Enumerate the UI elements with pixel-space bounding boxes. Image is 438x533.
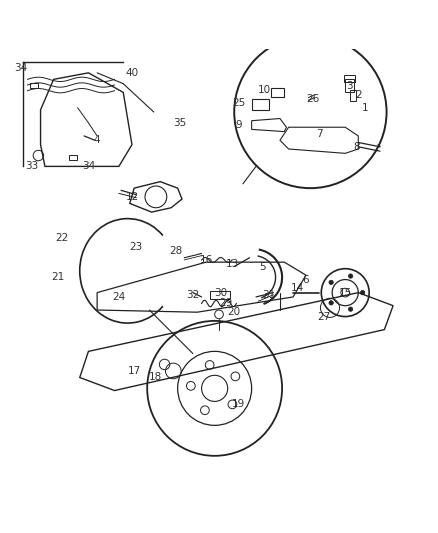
Text: 30: 30 xyxy=(215,288,228,297)
Text: 28: 28 xyxy=(169,246,182,256)
Text: 2: 2 xyxy=(355,90,362,100)
Text: 23: 23 xyxy=(130,242,143,252)
Bar xyxy=(345,79,354,92)
Text: 3: 3 xyxy=(346,81,353,91)
Text: 18: 18 xyxy=(149,373,162,383)
Text: 33: 33 xyxy=(25,161,39,172)
Text: 21: 21 xyxy=(51,272,64,282)
Text: 24: 24 xyxy=(112,292,126,302)
Bar xyxy=(69,155,77,160)
Text: 4: 4 xyxy=(94,135,100,146)
Circle shape xyxy=(329,301,333,305)
Text: 9: 9 xyxy=(235,120,242,130)
Text: 32: 32 xyxy=(186,290,200,300)
Text: 19: 19 xyxy=(232,399,245,409)
Text: 12: 12 xyxy=(125,192,138,202)
Bar xyxy=(271,88,284,97)
Text: 14: 14 xyxy=(291,283,304,293)
Text: 26: 26 xyxy=(306,94,319,104)
Circle shape xyxy=(360,290,365,295)
Text: 31: 31 xyxy=(262,290,276,300)
Text: 20: 20 xyxy=(228,307,241,317)
Circle shape xyxy=(348,307,353,311)
Text: 22: 22 xyxy=(56,233,69,243)
Text: 29: 29 xyxy=(219,298,232,309)
Text: 34: 34 xyxy=(14,63,28,74)
Text: 6: 6 xyxy=(303,274,309,285)
Bar xyxy=(252,99,269,110)
Text: 34: 34 xyxy=(82,161,95,172)
Text: 15: 15 xyxy=(339,288,352,297)
Text: 17: 17 xyxy=(127,366,141,376)
Circle shape xyxy=(348,274,353,278)
Bar xyxy=(350,90,356,101)
Text: 8: 8 xyxy=(353,142,360,152)
Bar xyxy=(210,292,230,299)
Text: 1: 1 xyxy=(361,103,368,112)
Text: 10: 10 xyxy=(258,85,271,95)
Bar xyxy=(30,83,38,88)
Text: 7: 7 xyxy=(316,129,322,139)
Text: 27: 27 xyxy=(317,312,330,321)
Text: 35: 35 xyxy=(173,118,187,128)
Bar xyxy=(344,75,355,82)
Text: 13: 13 xyxy=(226,260,239,269)
Text: 5: 5 xyxy=(259,262,266,271)
Circle shape xyxy=(329,280,333,285)
Text: 25: 25 xyxy=(232,98,245,108)
Text: 40: 40 xyxy=(125,68,138,78)
Text: 16: 16 xyxy=(199,255,212,265)
